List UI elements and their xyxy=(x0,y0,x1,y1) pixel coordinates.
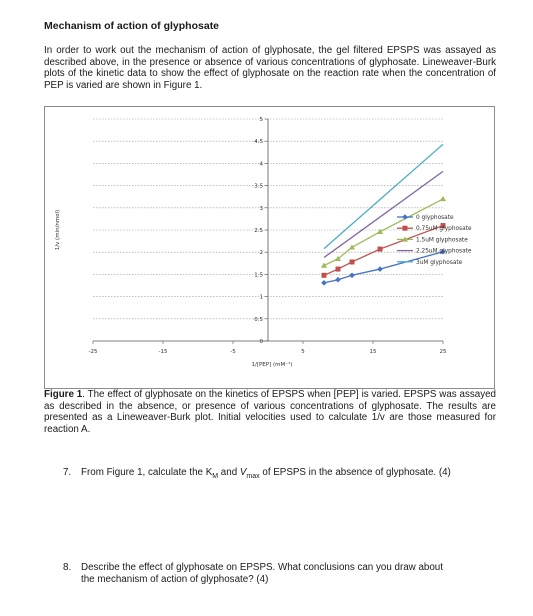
data-point xyxy=(335,266,341,272)
data-point xyxy=(349,259,355,265)
vmax-symbol: V xyxy=(239,467,247,478)
question-text: and xyxy=(218,467,240,478)
data-point xyxy=(440,248,446,255)
data-point xyxy=(440,223,446,229)
y-tick-label: 3 xyxy=(260,206,264,212)
data-point xyxy=(402,225,408,231)
data-point xyxy=(335,276,341,283)
question-text: From Figure 1, calculate the K xyxy=(81,467,213,478)
lineweaver-burk-plot: 0 0.5 1 1.5 2 2.5 3 3.5 4 4.5 5 -25 -15 -5 5 15 25 1/[PEP… xyxy=(55,117,472,368)
data-point xyxy=(321,262,327,268)
question-7: 7. From Figure 1, calculate the KM and Vm… xyxy=(63,467,495,483)
figure-1-chart: 0 0.5 1 1.5 2 2.5 3 3.5 4 4.5 5 -25 -15 -5 5 15 25 1/[PEP… xyxy=(44,106,495,389)
data-point xyxy=(335,255,341,262)
y-tick-label: 2.5 xyxy=(254,228,263,234)
data-point xyxy=(349,244,355,250)
y-axis-title: 1/v (min/nmol) xyxy=(55,210,61,251)
x-tick-label: 25 xyxy=(440,349,447,355)
question-number: 7. xyxy=(63,467,72,478)
x-tick-label: 5 xyxy=(301,349,305,355)
legend-label: 2.25uM glyphosate xyxy=(416,249,472,255)
legend-label: 3uM glyphosate xyxy=(416,260,463,266)
question-text: Describe the effect of glyphosate on EPS… xyxy=(81,562,443,573)
legend-label: 0.75uM glyphosate xyxy=(416,226,472,232)
data-point xyxy=(377,228,383,234)
y-tick-label: 1 xyxy=(260,295,264,301)
y-tick-label: 4 xyxy=(260,161,264,167)
data-point xyxy=(321,280,327,286)
series-line xyxy=(323,143,444,250)
y-tick-label: 4.5 xyxy=(254,139,263,145)
x-tick-label: 15 xyxy=(370,349,377,355)
figure-caption-text: . The effect of glyphosate on the kineti… xyxy=(44,389,496,435)
y-tick-label: 0.5 xyxy=(254,317,263,323)
y-tick-label: 3.5 xyxy=(254,184,263,190)
legend-label: 0 glyphosate xyxy=(416,215,454,221)
x-tick-label: -15 xyxy=(159,349,168,355)
data-point xyxy=(349,272,355,279)
question-number: 8. xyxy=(63,562,72,573)
legend-label: 1.5uM glyphosate xyxy=(416,237,468,243)
x-axis-title: 1/[PEP] (mM⁻¹) xyxy=(251,361,292,368)
data-point xyxy=(402,214,408,220)
figure-label: Figure 1 xyxy=(44,389,83,400)
question-text: of EPSPS in the absence of glyphosate. (… xyxy=(259,467,451,478)
series-line xyxy=(323,170,444,259)
vmax-subscript: max xyxy=(246,472,260,480)
x-tick-label: -25 xyxy=(89,349,98,355)
x-tick-label: -5 xyxy=(230,349,236,355)
question-8: 8. Describe the effect of glyphosate on E… xyxy=(63,562,495,586)
data-point xyxy=(402,236,408,242)
y-tick-label: 5 xyxy=(260,117,264,123)
section-heading: Mechanism of action of glyphosate xyxy=(44,20,220,32)
data-point xyxy=(440,195,446,202)
data-point xyxy=(377,266,383,272)
y-tick-label: 2 xyxy=(260,250,264,256)
data-point xyxy=(377,246,383,252)
data-point xyxy=(321,272,327,278)
intro-paragraph: In order to work out the mechanism of ac… xyxy=(44,45,496,91)
y-tick-label: 0 xyxy=(260,339,264,345)
question-text: the mechanism of action of glyphosate? (… xyxy=(81,573,269,585)
figure-caption: Figure 1. The effect of glyphosate on th… xyxy=(44,389,496,435)
km-subscript: M xyxy=(212,472,219,480)
y-tick-label: 1.5 xyxy=(254,272,263,278)
